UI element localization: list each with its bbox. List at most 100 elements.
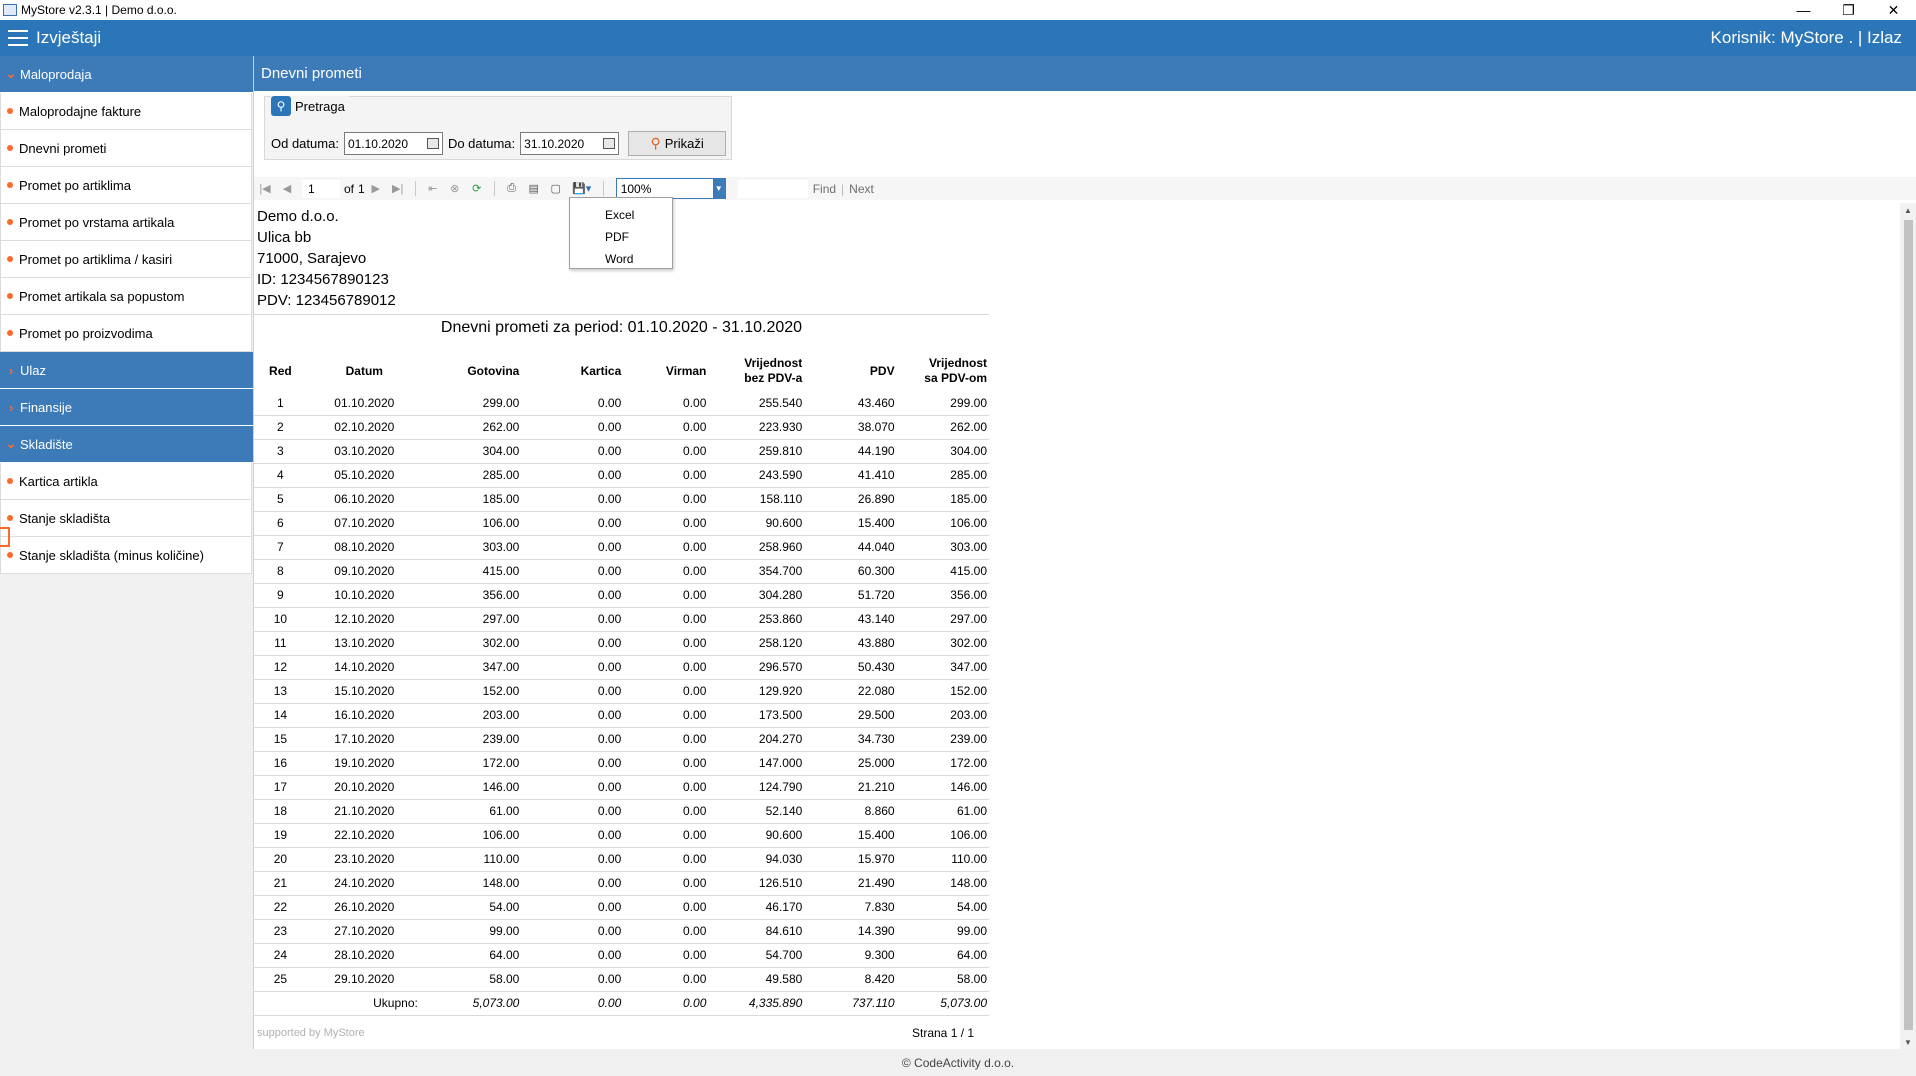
first-page-icon[interactable]: |◀ — [259, 183, 271, 195]
scroll-up-icon[interactable]: ▲ — [1904, 205, 1912, 215]
sidebar-section-0[interactable]: ⌄ Maloprodaja — [0, 56, 253, 93]
last-page-icon[interactable]: ▶| — [392, 183, 404, 195]
total-cell: 0.00 — [521, 990, 624, 1016]
export-word-item[interactable]: Word — [605, 252, 634, 266]
calendar-icon[interactable] — [426, 138, 439, 149]
sidebar-item[interactable]: Promet po artiklima / kasiri — [0, 241, 252, 278]
table-cell: 0.00 — [623, 943, 709, 968]
table-cell: 9 — [254, 583, 307, 608]
table-row: 22 26.10.2020 54.00 0.00 0.00 46.170 7.830 54.0… — [254, 895, 989, 920]
table-cell: 204.270 — [708, 727, 805, 752]
from-date-field[interactable]: 01.10.2020 — [343, 132, 443, 155]
sidebar-item[interactable]: Maloprodajne fakture — [0, 93, 252, 130]
table-row: 11 13.10.2020 302.00 0.00 0.00 258.120 43.880 3… — [254, 631, 989, 656]
report-table: Red Datum Gotovina Kartica Virman Vrijednost … — [254, 351, 989, 1016]
previous-page-icon[interactable]: ◀ — [282, 183, 292, 195]
table-cell: 106.00 — [421, 511, 522, 536]
calendar-icon[interactable] — [603, 138, 616, 149]
table-cell: 0.00 — [623, 775, 709, 800]
table-cell: 7 — [254, 535, 307, 560]
export-icon[interactable]: 💾▾ — [572, 183, 592, 195]
export-pdf-item[interactable]: PDF — [605, 230, 629, 244]
page-setup-icon[interactable]: ▢ — [550, 183, 561, 195]
column-header: PDV — [869, 363, 895, 378]
chevron-right-icon: › — [8, 399, 14, 415]
sidebar-item[interactable]: Promet po proizvodima — [0, 315, 252, 352]
table-cell: 354.700 — [708, 559, 805, 584]
table-cell: 58.00 — [421, 967, 522, 992]
scroll-thumb[interactable] — [1904, 220, 1913, 1030]
find-input[interactable] — [737, 179, 808, 198]
sidebar-item[interactable]: Dnevni prometi — [0, 130, 252, 167]
sidebar-item[interactable]: Promet po artiklima — [0, 167, 252, 204]
table-cell: 106.00 — [421, 823, 522, 848]
company-street: Ulica bb — [257, 229, 312, 246]
table-cell: 172.00 — [421, 751, 522, 776]
minimize-button[interactable]: — — [1796, 2, 1811, 18]
table-cell: 0.00 — [521, 799, 624, 824]
company-city: 71000, Sarajevo — [257, 250, 367, 267]
stop-icon[interactable]: ⊗ — [450, 183, 460, 195]
totals-row: Ukupno: 5,073.00 0.00 0.00 4,335.890 737.110 5… — [254, 990, 989, 1016]
sidebar-section-1[interactable]: › Ulaz — [0, 352, 253, 389]
sidebar-item[interactable]: Stanje skladišta — [0, 500, 252, 537]
print-layout-icon[interactable]: ▤ — [528, 183, 539, 195]
vertical-scrollbar[interactable]: ▲ ▼ — [1900, 203, 1916, 1049]
table-cell: 0.00 — [521, 463, 624, 488]
table-cell: 0.00 — [623, 559, 709, 584]
table-row: 17 20.10.2020 146.00 0.00 0.00 124.790 21.210 1… — [254, 775, 989, 800]
table-cell: 22 — [254, 895, 307, 920]
table-cell: 285.00 — [896, 463, 989, 488]
table-cell: 8.420 — [804, 967, 897, 992]
print-icon[interactable]: ⎙ — [507, 182, 517, 194]
table-cell: 0.00 — [623, 511, 709, 536]
close-button[interactable]: ✕ — [1887, 1, 1900, 18]
table-cell: 0.00 — [521, 631, 624, 656]
refresh-icon[interactable]: ⟳ — [472, 183, 482, 195]
table-cell: 299.00 — [421, 391, 522, 416]
chevron-down-icon[interactable]: ▼ — [712, 179, 725, 198]
next-page-icon[interactable]: ▶ — [371, 183, 380, 195]
table-cell: 0.00 — [521, 391, 624, 416]
sidebar-section-2[interactable]: › Finansije — [0, 389, 253, 426]
total-cell: 737.110 — [804, 990, 897, 1016]
scroll-down-icon[interactable]: ▼ — [1904, 1037, 1912, 1047]
total-cell: 5,073.00 — [421, 990, 522, 1016]
table-cell: 41.410 — [804, 463, 897, 488]
sidebar: ⌄ Maloprodaja Maloprodajne fakture Dnevni p… — [0, 56, 254, 1049]
table-cell: 239.00 — [421, 727, 522, 752]
export-excel-item[interactable]: Excel — [605, 208, 635, 222]
sidebar-item[interactable]: Promet po vrstama artikala — [0, 204, 252, 241]
table-cell: 223.930 — [708, 415, 805, 440]
sidebar-item-label: Maloprodajne fakture — [19, 103, 142, 119]
find-link[interactable]: Find — [812, 181, 837, 196]
table-cell: 0.00 — [623, 583, 709, 608]
table-row: 12 14.10.2020 347.00 0.00 0.00 296.570 50.430 3… — [254, 655, 989, 680]
hamburger-menu-icon[interactable] — [8, 30, 28, 46]
sidebar-item[interactable]: Kartica artikla — [0, 463, 252, 500]
to-date-field[interactable]: 31.10.2020 — [520, 132, 620, 155]
table-cell: 0.00 — [623, 751, 709, 776]
show-button[interactable]: ⚲ Prikaži — [628, 131, 727, 156]
table-cell: 185.00 — [421, 487, 522, 512]
table-cell: 51.720 — [804, 583, 897, 608]
user-logout-link[interactable]: Korisnik: MyStore . | Izlaz — [1710, 28, 1902, 47]
company-vat: PDV: 123456789012 — [257, 292, 396, 309]
next-link[interactable]: Next — [849, 181, 874, 196]
table-cell: 18 — [254, 799, 307, 824]
zoom-select[interactable]: 100% ▼ — [615, 178, 726, 199]
sidebar-item[interactable]: Promet artikala sa popustom — [0, 278, 252, 315]
sidebar-section-3[interactable]: ⌄ Skladište — [0, 426, 253, 463]
back-icon[interactable]: ⇤ — [428, 183, 438, 195]
table-cell: 303.00 — [896, 535, 989, 560]
table-cell: 0.00 — [521, 655, 624, 680]
table-cell: 258.960 — [708, 535, 805, 560]
side-handle-icon[interactable] — [0, 527, 10, 547]
restore-button[interactable]: ❐ — [1842, 1, 1855, 18]
total-pages: 1 — [358, 181, 365, 196]
sidebar-item[interactable]: Stanje skladišta (minus količine) — [0, 537, 252, 574]
table-cell: 0.00 — [521, 559, 624, 584]
page-number-input[interactable]: 1 — [302, 179, 340, 198]
table-cell: 146.00 — [421, 775, 522, 800]
table-cell: 9.300 — [804, 943, 897, 968]
